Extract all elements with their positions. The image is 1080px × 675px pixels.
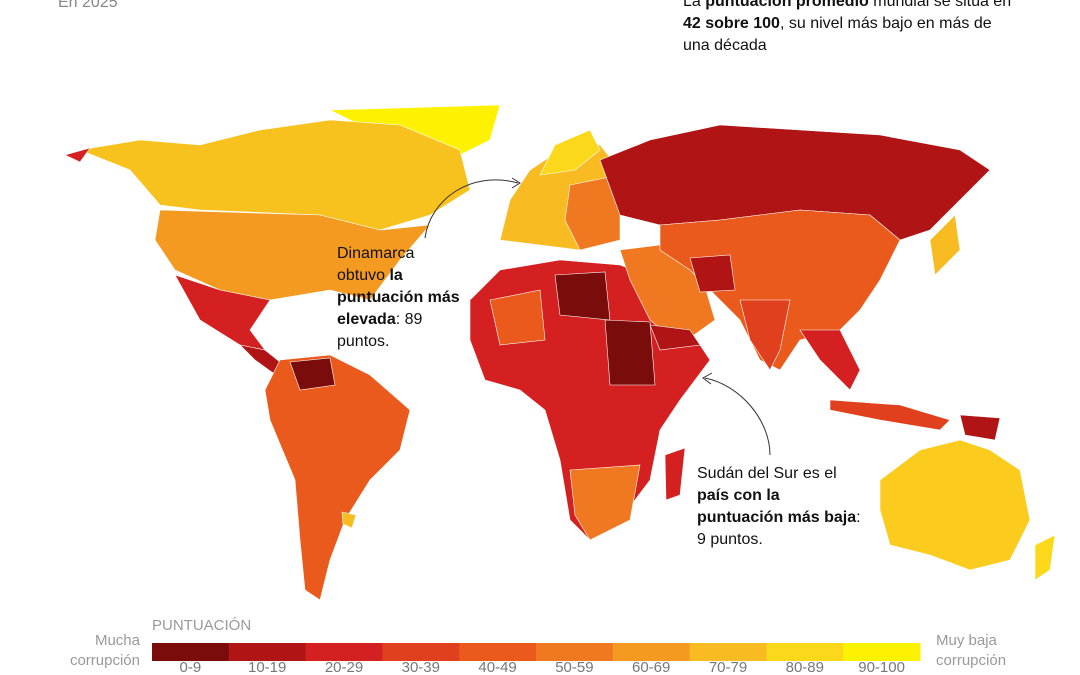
country [1034,534,1056,581]
legend-swatch [612,643,691,661]
country [539,129,601,176]
legend: PUNTUACIÓN 0-9 10-19 20-29 30-39 40-49 50-59 6… [70,617,1006,675]
country [649,324,701,351]
annotation-text: , su nivel más bajo en más de una década [683,15,992,54]
country [64,147,91,163]
annotation-text: la puntuación más elevada [337,267,460,328]
country [879,439,1031,571]
legend-label: 10-19 [248,659,286,675]
legend-swatch [305,643,383,661]
legend-swatch [843,643,921,661]
legend-swatch [689,643,767,661]
legend-label: 40-49 [478,659,516,675]
legend-end-label: Muy baja corrupción [936,632,1006,669]
country [604,319,656,386]
legend-end-line: Mucha [95,632,141,649]
country [341,511,357,529]
annotation: La puntuación promedio mundial se sitúa … [683,0,1018,57]
legend-label: 0-9 [180,659,202,675]
country [689,254,736,293]
country [959,414,1001,441]
annotation: Sudán del Sur es el país con la puntuaci… [697,463,862,551]
country [489,289,546,346]
legend-label: 20-29 [325,659,363,675]
legend-swatch [228,643,307,661]
country [829,399,951,431]
legend-end-label: Mucha corrupción [70,632,141,669]
legend-title: PUNTUACIÓN [152,617,251,634]
world-map [64,104,1056,601]
annotation: Dinamarca obtuvo la puntuación más eleva… [337,243,462,353]
country [289,357,336,391]
annotation-text: La [683,0,706,10]
annotation-text: mundial se sitúa en [868,0,1012,10]
annotation-arrow [424,179,519,239]
legend-swatch [766,643,844,661]
legend-swatch [152,643,230,661]
country [78,119,471,231]
country [799,329,861,391]
arrow-head [702,372,713,385]
legend-end-line: corrupción [936,652,1006,669]
arrow-head [511,177,521,189]
country [739,299,791,371]
country [664,447,686,501]
legend-label: 60-69 [632,659,670,675]
annotation-text: Sudán del Sur es el [697,465,837,482]
legend-label: 90-100 [858,659,905,675]
annotation-text: puntuación promedio [705,0,869,10]
legend-swatch [536,643,614,661]
annotation-text: 42 sobre 100 [683,15,780,32]
legend-label: 50-59 [555,659,593,675]
legend-label: 70-79 [709,659,747,675]
legend-label: 80-89 [786,659,824,675]
legend-swatch [382,643,460,661]
legend-end-line: Muy baja [936,632,998,649]
annotation-text: país con la puntuación más baja [697,487,857,526]
legend-end-line: corrupción [70,652,140,669]
annotation-text: : 9 puntos. [697,509,861,548]
annotation-text: Dinamarca obtuvo [337,245,415,284]
legend-label: 30-39 [402,659,440,675]
country [264,354,411,601]
country [154,209,431,301]
country [929,214,961,276]
annotation-text: : 89 puntos. [337,311,423,350]
country [174,274,271,351]
annotation-arrow [704,377,771,456]
subtitle: En 2025 [58,0,118,11]
legend-swatch [459,643,537,661]
country [554,271,611,321]
country [569,464,641,541]
